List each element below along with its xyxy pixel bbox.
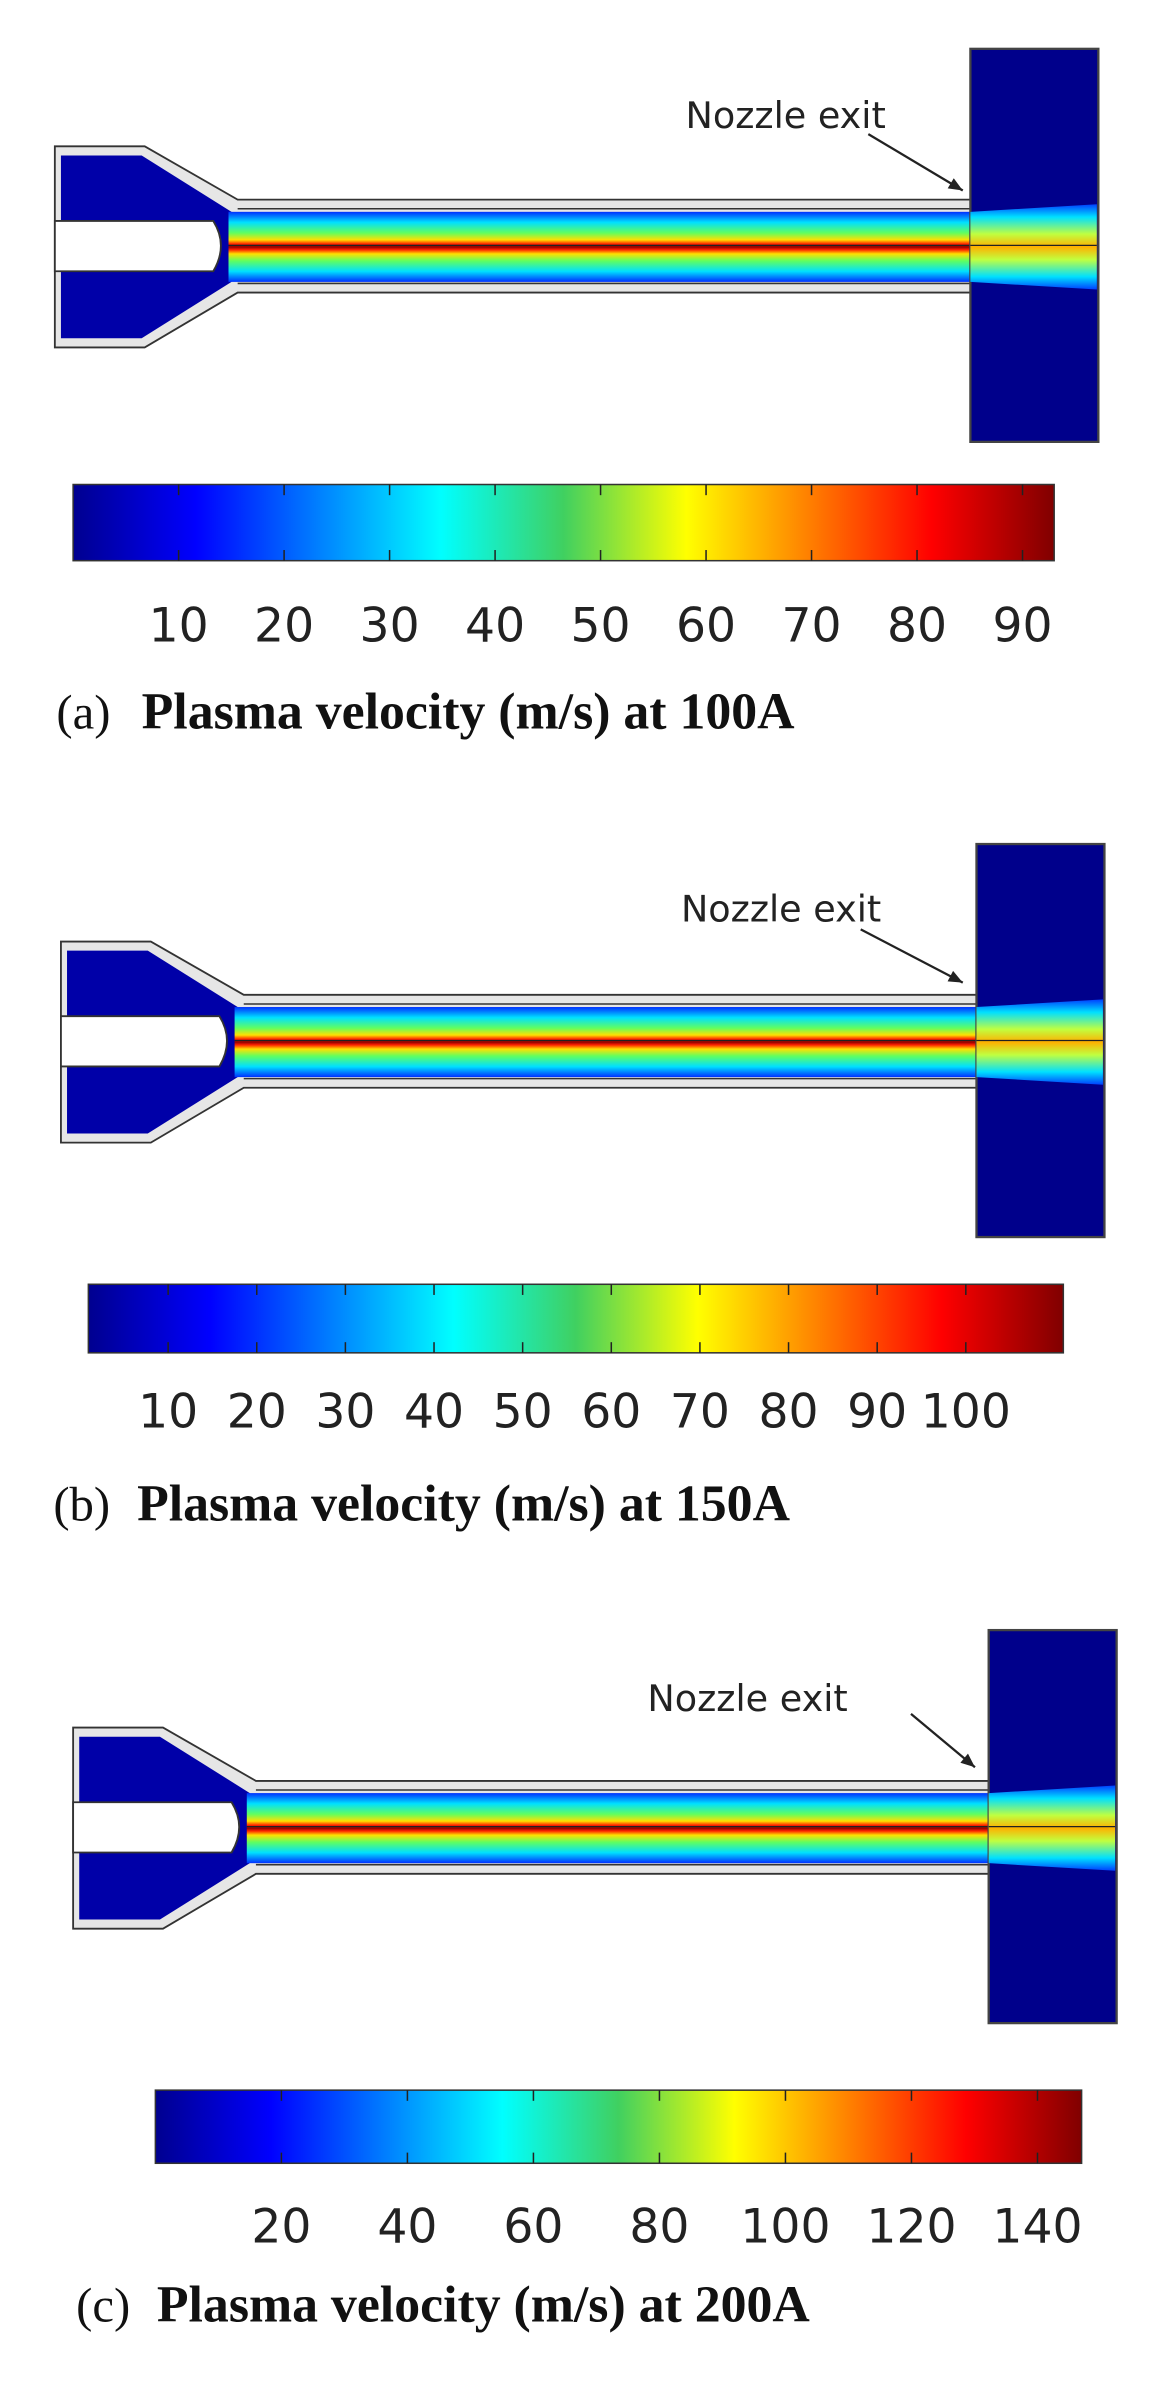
colorbar-tick-label: 20 (251, 2199, 311, 2254)
arrow-head (947, 970, 963, 983)
colorbar-tick-label: 80 (759, 1384, 819, 1439)
colorbar-tick-label: 20 (254, 598, 314, 653)
colorbar-tick-label: 100 (921, 1384, 1011, 1439)
colorbar-tick-label: 140 (992, 2199, 1082, 2254)
colorbar-tick-label: 10 (138, 1384, 198, 1439)
nozzle-contour (53, 47, 1100, 444)
colorbar-tick-label: 10 (149, 598, 209, 653)
nozzle-contour (71, 1628, 1118, 2025)
panel-label: (a) (56, 685, 110, 739)
panel-label: (b) (53, 1477, 110, 1531)
colorbar-tick-label: 50 (571, 598, 631, 653)
colorbar-tick-label: 90 (847, 1384, 907, 1439)
colorbar (72, 483, 1055, 562)
colorbar-tick-label: 60 (503, 2199, 563, 2254)
annotation-arrow (867, 133, 964, 192)
colorbar-tick-label: 90 (992, 598, 1052, 653)
annotation: Nozzle exit (681, 888, 881, 931)
colorbar-tick-label: 40 (404, 1384, 464, 1439)
arrow-head (947, 178, 963, 191)
colorbar-tick-label: 60 (676, 598, 736, 653)
colorbar-tick-label: 30 (315, 1384, 375, 1439)
colorbar-tick-label: 70 (670, 1384, 730, 1439)
annotation: Nozzle exit (647, 1677, 847, 1720)
panel-title: Plasma velocity (m/s) at 200A (157, 2277, 810, 2334)
colorbar-tick-label: 30 (360, 598, 420, 653)
panel-title: Plasma velocity (m/s) at 100A (142, 683, 795, 740)
colorbar-tick-label: 70 (782, 598, 842, 653)
colorbar-tick-label: 120 (866, 2199, 956, 2254)
colorbar-tick-label: 40 (377, 2199, 437, 2254)
arrow-head (960, 1753, 975, 1768)
panel-label: (c) (76, 2279, 130, 2333)
annotation: Nozzle exit (686, 94, 886, 137)
colorbar-tick-label: 40 (465, 598, 525, 653)
colorbar-tick-label: 60 (581, 1384, 641, 1439)
colorbar-tick-label: 20 (227, 1384, 287, 1439)
colorbar (87, 1283, 1065, 1354)
panel-title: Plasma velocity (m/s) at 150A (137, 1475, 790, 1532)
nozzle-contour (59, 842, 1106, 1239)
colorbar (154, 2089, 1083, 2165)
annotation-arrow (860, 928, 964, 984)
colorbar-tick-label: 50 (493, 1384, 553, 1439)
colorbar-tick-label: 80 (887, 598, 947, 653)
colorbar-tick-label: 100 (740, 2199, 830, 2254)
colorbar-tick-label: 80 (629, 2199, 689, 2254)
